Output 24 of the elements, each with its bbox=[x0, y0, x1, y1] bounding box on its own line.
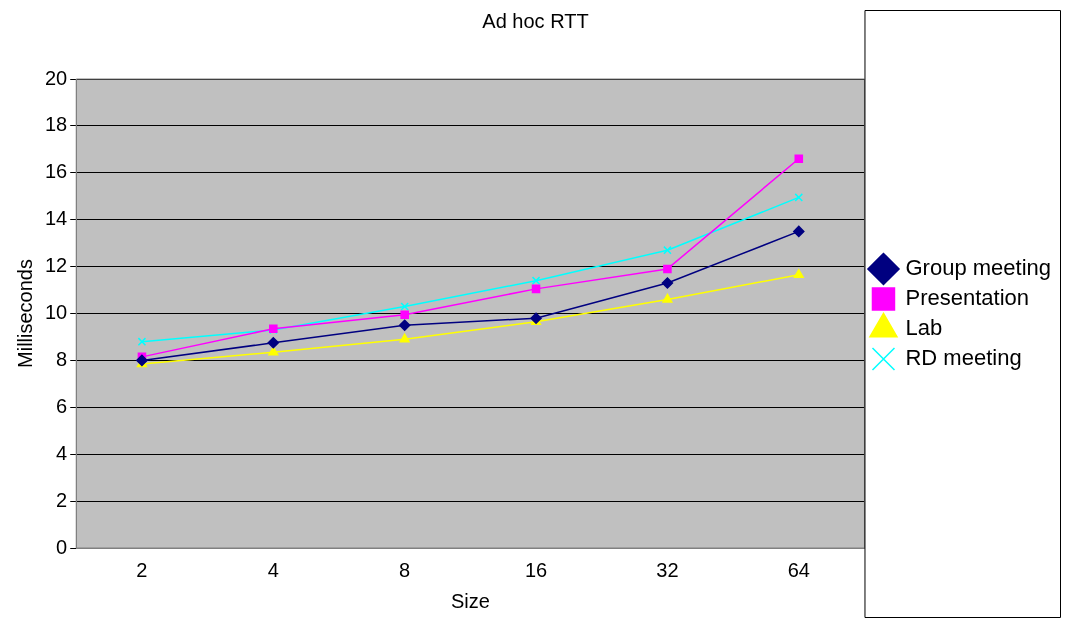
y-tick-label: 8 bbox=[56, 347, 68, 370]
x-tick-label: 2 bbox=[136, 558, 148, 581]
legend-label: Group meeting bbox=[905, 255, 1052, 281]
x-tick-label: 64 bbox=[787, 558, 810, 581]
y-tick-label: 4 bbox=[56, 441, 68, 464]
x-tick-label: 16 bbox=[524, 558, 548, 581]
chart-title: Ad hoc RTT bbox=[482, 9, 589, 32]
x-tick-label: 32 bbox=[656, 558, 679, 581]
y-tick-label: 18 bbox=[45, 113, 68, 136]
y-tick-label: 20 bbox=[45, 66, 68, 89]
y-tick-label: 2 bbox=[56, 488, 68, 511]
y-axis-title: Milliseconds bbox=[13, 259, 36, 368]
y-tick-label: 12 bbox=[45, 254, 68, 277]
y-tick-label: 14 bbox=[45, 207, 68, 230]
y-tick-label: 16 bbox=[45, 160, 68, 183]
legend-label: RD meeting bbox=[905, 345, 1022, 371]
x-tick-label: 4 bbox=[267, 558, 279, 581]
x-tick-label: 8 bbox=[399, 558, 411, 581]
y-tick-label: 0 bbox=[56, 535, 68, 558]
legend-label: Presentation bbox=[905, 285, 1030, 311]
x-axis-title: Size bbox=[450, 589, 490, 612]
y-tick-label: 6 bbox=[56, 394, 68, 417]
y-tick-label: 10 bbox=[45, 301, 68, 324]
legend-label: Lab bbox=[905, 315, 943, 341]
